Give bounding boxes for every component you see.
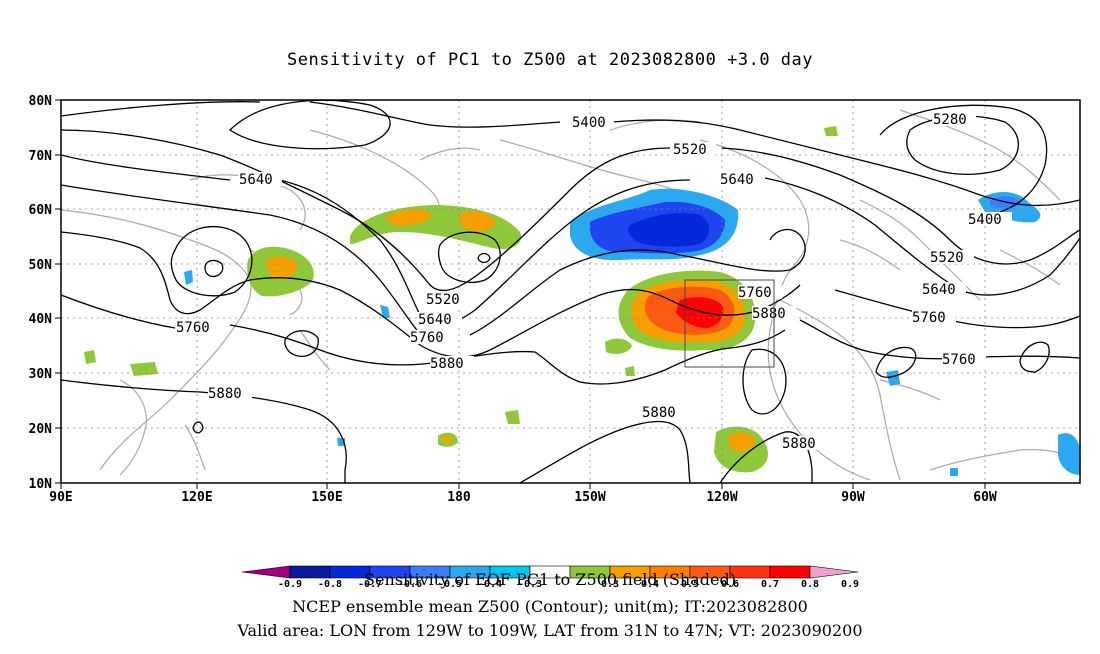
longitude-labels: 90E 120E 150E 180 150W 120W 90W 60W [49,490,997,505]
contour-label: 5760 [410,330,444,346]
contour-label: 5520 [673,142,707,158]
lat-label: 30N [29,367,53,382]
contour-label: 5640 [720,172,754,188]
contour-label: 5400 [572,115,606,131]
map-frame [60,99,1081,484]
coastlines [61,109,1080,481]
contour-label: 5760 [176,320,210,336]
lat-label: 50N [29,258,53,273]
footer-line-3: Valid area: LON from 129W to 109W, LAT f… [237,621,863,640]
lon-label: 120W [706,490,737,505]
lon-label: 180 [447,490,471,505]
colorbar-high-arrow [809,565,859,579]
contour-5640 [61,154,1080,325]
colorbar-tick-label: -0.4 [478,579,502,590]
colorbar-tick-label: -0.6 [398,579,422,590]
contour-label: 5760 [912,310,946,326]
contour-label: 5520 [930,250,964,266]
contour-low-dateline [438,231,501,283]
lon-label: 60W [973,490,997,505]
colorbar-tick-label: 0.4 [641,579,659,590]
contour-label: 5880 [430,356,464,372]
latitude-labels: 80N 70N 60N 50N 40N 30N 20N 10N [29,94,53,492]
contour-5880 [61,294,1080,385]
footer-line-2: NCEP ensemble mean Z500 (Contour); unit(… [292,597,808,616]
contour-label: 5880 [642,405,676,421]
lon-label: 150W [574,490,605,505]
colorbar-tick-label: 0.8 [801,579,819,590]
contour-5400-ne [879,104,1048,213]
contour-label: 5520 [426,292,460,308]
lon-label: 120E [181,490,212,505]
contour-label: 5760 [942,352,976,368]
contour-label: 5880 [752,306,786,322]
contour-label: 5880 [208,386,242,402]
lon-label: 90W [841,490,865,505]
negative-anomaly-center [628,213,709,247]
colorbar-tick-label: -0.8 [318,579,342,590]
lat-label: 70N [29,149,53,164]
positive-anomaly-center [676,297,724,328]
contour-label: 5400 [968,212,1002,228]
lat-label: 60N [29,203,53,218]
lat-label: 80N [29,94,53,109]
colorbar-tick-label: 0.7 [761,579,779,590]
lat-label: 10N [29,477,53,492]
contour-low-wpac [170,225,253,297]
contour-label: 5280 [933,112,967,128]
axis-ticks [55,99,986,489]
colorbar-tick-label: -0.7 [358,579,382,590]
contour-5760-a [61,184,806,341]
lon-label: 150E [311,490,342,505]
contour-label: 5640 [922,282,956,298]
valid-area-box [684,279,775,368]
contour-5400 [61,101,1080,207]
contour-5880-south [61,379,813,483]
contour-labels: 5400 5520 5640 5280 5640 5400 5520 5640 … [176,112,1012,452]
contour-label: 5640 [418,312,452,328]
contour-5760-b [61,231,1080,358]
contour-5280-high [228,100,391,150]
chart-title: Sensitivity of PC1 to Z500 at 2023082800… [286,50,813,70]
contour-5520 [61,129,1080,292]
colorbar: -0.9 -0.8 -0.7 -0.6 -0.5 -0.4 -0.3 0.3 0.4 0.5 0.6… [241,565,859,590]
positive-anomaly-streak [350,205,522,250]
colorbar-tick-label: 0.3 [601,579,619,590]
contour-label: 5760 [738,285,772,301]
colorbar-tick-label: -0.5 [438,579,462,590]
lat-label: 20N [29,422,53,437]
negative-anomaly-small [1058,433,1080,475]
lon-label: 90E [49,490,72,505]
contour-label: 5880 [782,436,816,452]
colorbar-tick-label: -0.3 [518,579,542,590]
colorbar-tick-label: 0.9 [841,579,859,590]
colorbar-tick-label: -0.9 [278,579,302,590]
sensitivity-shading [84,126,1080,476]
colorbar-tick-label: 0.6 [721,579,739,590]
colorbar-tick-label: 0.5 [681,579,699,590]
contour-label: 5640 [239,172,273,188]
footer-line-1: Sensitivity of EOF PC1 to Z500 field (Sh… [364,570,736,589]
lat-label: 40N [29,312,53,327]
